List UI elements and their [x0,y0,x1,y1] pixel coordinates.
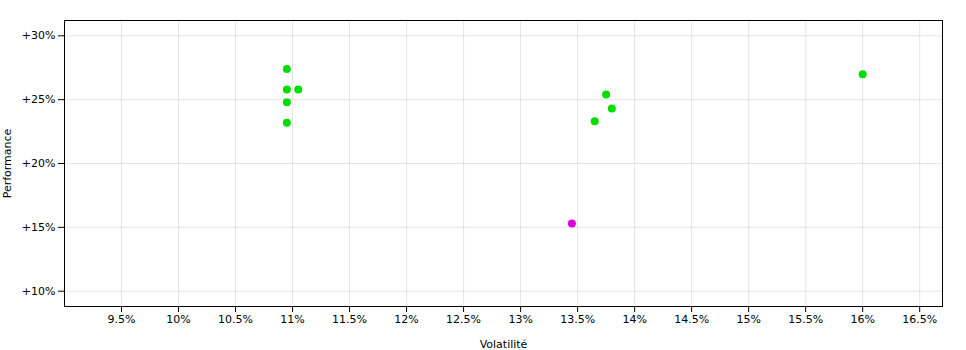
svg-text:16%: 16% [850,313,874,326]
svg-text:+20%: +20% [22,157,56,170]
svg-text:Performance: Performance [1,128,14,198]
svg-text:15.5%: 15.5% [788,313,823,326]
svg-text:+30%: +30% [22,29,56,42]
svg-text:+15%: +15% [22,221,56,234]
svg-text:Volatilité: Volatilité [480,338,528,350]
svg-text:11%: 11% [280,313,304,326]
svg-text:10%: 10% [166,313,190,326]
svg-text:11.5%: 11.5% [332,313,367,326]
svg-text:12%: 12% [394,313,418,326]
svg-text:16.5%: 16.5% [902,313,937,326]
svg-text:13.5%: 13.5% [560,313,595,326]
svg-text:12.5%: 12.5% [446,313,481,326]
svg-text:10.5%: 10.5% [218,313,253,326]
svg-text:13%: 13% [508,313,532,326]
svg-text:9.5%: 9.5% [108,313,136,326]
svg-text:+25%: +25% [22,93,56,106]
svg-text:14.5%: 14.5% [674,313,709,326]
svg-text:15%: 15% [736,313,760,326]
svg-text:+10%: +10% [22,285,56,298]
svg-text:14%: 14% [622,313,646,326]
